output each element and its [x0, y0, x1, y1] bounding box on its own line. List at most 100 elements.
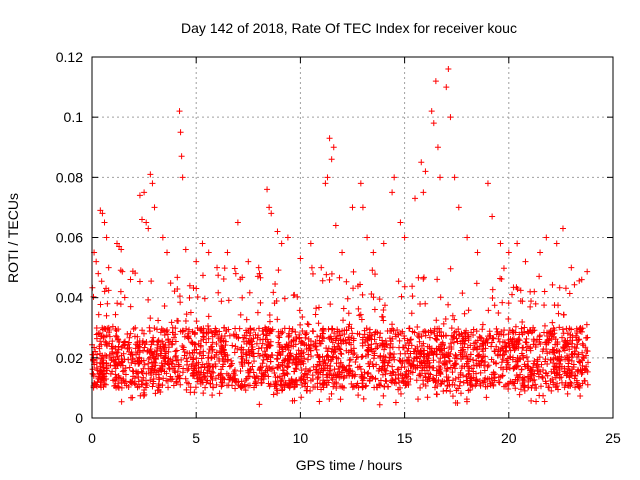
data-point: [218, 366, 225, 373]
data-point: [447, 114, 454, 121]
data-point: [177, 328, 184, 335]
data-point: [315, 373, 322, 380]
data-point: [105, 264, 112, 271]
data-point: [398, 364, 405, 371]
data-point: [426, 334, 433, 341]
data-point: [419, 360, 426, 367]
data-point: [315, 320, 322, 327]
data-points: [89, 66, 591, 408]
data-point: [289, 359, 296, 366]
data-point: [132, 324, 139, 331]
data-point: [368, 290, 375, 297]
data-point: [467, 342, 474, 349]
data-point: [528, 366, 535, 373]
data-point: [186, 326, 193, 333]
data-point: [458, 355, 465, 362]
data-point: [313, 346, 320, 353]
data-point: [109, 338, 116, 345]
data-point: [507, 336, 514, 343]
data-point: [344, 295, 351, 302]
data-point: [308, 353, 315, 360]
data-point: [397, 330, 404, 337]
data-point: [389, 377, 396, 384]
data-point: [121, 356, 128, 363]
y-tick-label: 0.02: [56, 350, 83, 366]
y-axis-label: ROTI / TECUs: [5, 193, 21, 283]
data-point: [558, 379, 565, 386]
data-point: [104, 367, 111, 374]
data-point: [433, 336, 440, 343]
data-point: [404, 337, 411, 344]
data-point: [578, 276, 585, 283]
data-point: [213, 340, 220, 347]
data-point: [168, 360, 175, 367]
data-point: [582, 344, 589, 351]
data-point: [376, 296, 383, 303]
data-point: [554, 355, 561, 362]
data-point: [185, 335, 192, 342]
data-point: [579, 349, 586, 356]
data-point: [505, 331, 512, 338]
data-point: [485, 307, 492, 314]
data-point: [115, 346, 122, 353]
data-point: [105, 329, 112, 336]
data-point: [394, 366, 401, 373]
data-point: [407, 337, 414, 344]
data-point: [255, 332, 262, 339]
data-point: [335, 365, 342, 372]
data-point: [177, 381, 184, 388]
data-point: [251, 384, 258, 391]
data-point: [364, 347, 371, 354]
data-point: [331, 330, 338, 337]
data-point: [512, 345, 519, 352]
data-point: [278, 344, 285, 351]
data-point: [208, 354, 215, 361]
data-point: [212, 375, 219, 382]
data-point: [200, 373, 207, 380]
data-point: [575, 383, 582, 390]
data-point: [356, 312, 363, 319]
data-point: [576, 384, 583, 391]
data-point: [479, 340, 486, 347]
data-point: [534, 336, 541, 343]
data-point: [242, 377, 249, 384]
data-point: [553, 364, 560, 371]
data-point: [120, 339, 127, 346]
data-point: [231, 349, 238, 356]
data-point: [531, 370, 538, 377]
data-point: [572, 384, 579, 391]
data-point: [177, 129, 184, 136]
data-point: [369, 267, 376, 274]
data-point: [327, 367, 334, 374]
data-point: [263, 332, 270, 339]
data-point: [488, 339, 495, 346]
data-point: [510, 354, 517, 361]
data-point: [169, 329, 176, 336]
data-point: [364, 234, 371, 241]
data-point: [366, 329, 373, 336]
data-point: [487, 382, 494, 389]
data-point: [417, 300, 424, 307]
data-point: [362, 353, 369, 360]
data-point: [510, 329, 517, 336]
data-point: [436, 366, 443, 373]
data-point: [309, 372, 316, 379]
data-point: [290, 384, 297, 391]
data-point: [319, 381, 326, 388]
data-point: [503, 344, 510, 351]
data-point: [490, 382, 497, 389]
data-point: [202, 373, 209, 380]
data-point: [410, 363, 417, 370]
data-point: [103, 234, 110, 241]
data-point: [351, 350, 358, 357]
data-point: [153, 371, 160, 378]
data-point: [312, 311, 319, 318]
data-point: [133, 351, 140, 358]
data-point: [426, 364, 433, 371]
data-point: [191, 341, 198, 348]
data-point: [238, 344, 245, 351]
data-point: [478, 335, 485, 342]
y-tick-label: 0.1: [64, 109, 84, 125]
data-point: [505, 340, 512, 347]
data-point: [268, 210, 275, 217]
